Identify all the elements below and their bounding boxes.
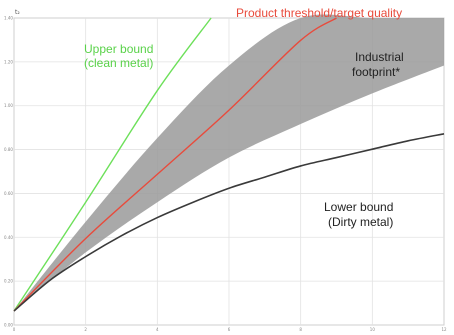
- x-tick-label: 12: [441, 327, 447, 332]
- x-tick-label: 2: [84, 327, 87, 332]
- y-tick-label: 0.60: [4, 191, 13, 196]
- y-tick-label: 1.00: [4, 103, 13, 108]
- annotation-lower-bound-sub: (Dirty metal): [328, 215, 393, 229]
- y-tick-label: 0.20: [4, 279, 13, 284]
- y-tick-label: 1.40: [4, 16, 13, 21]
- y-tick-label: 0.00: [4, 323, 13, 328]
- annotation-upper-bound: Upper bound: [84, 42, 153, 56]
- series-lines: [13, 17, 445, 312]
- annotation-footprint: footprint*: [352, 65, 400, 79]
- lower-bound-line: [13, 133, 445, 312]
- tick-labels: 0 2 4 6 8 10 12 0.00 0.20 0.40 0.60 0.80 1.00 1.20 1.4…: [4, 16, 447, 333]
- annotation-lower-bound: Lower bound: [324, 200, 393, 214]
- y-tick-label: 0.80: [4, 147, 13, 152]
- y-tick-label: 0.40: [4, 235, 13, 240]
- industrial-footprint-area: [14, 14, 444, 312]
- x-tick-label: 6: [228, 327, 231, 332]
- product-threshold-line: [13, 17, 337, 312]
- annotation-product-threshold: Product threshold/target quality: [236, 6, 402, 20]
- x-tick-label: 10: [370, 327, 376, 332]
- annotation-industrial: Industrial: [355, 50, 404, 64]
- upper-bound-line: [13, 17, 212, 312]
- x-tick-label: 4: [156, 327, 159, 332]
- y-axis-label: t₂: [15, 9, 20, 16]
- industrial-footprint-band: [14, 14, 444, 312]
- x-tick-label: 8: [299, 327, 302, 332]
- annotation-upper-bound-sub: (clean metal): [84, 56, 153, 70]
- y-tick-label: 1.20: [4, 59, 13, 64]
- x-tick-label: 0: [13, 327, 16, 332]
